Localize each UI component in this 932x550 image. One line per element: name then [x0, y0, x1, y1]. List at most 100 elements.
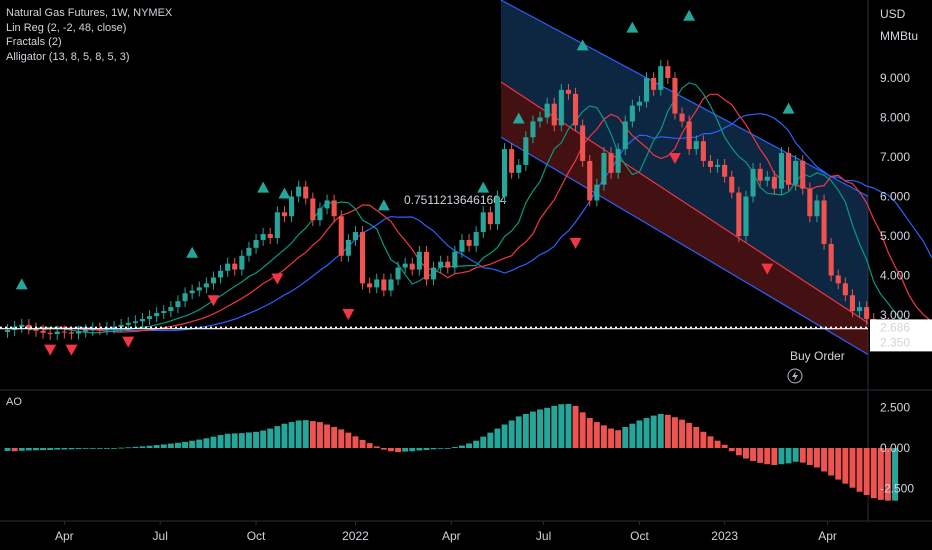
candle-body — [452, 251, 458, 268]
ao-bar — [175, 442, 181, 448]
time-tick-label: Jul — [536, 529, 551, 543]
fractal-down-marker — [65, 344, 78, 356]
ao-bar — [295, 420, 302, 448]
order-price-tag — [870, 334, 932, 351]
candle-body — [161, 311, 167, 314]
candle-body — [544, 103, 550, 118]
ao-bar — [565, 403, 572, 448]
ao-bar — [132, 446, 139, 448]
ao-bar — [785, 448, 792, 464]
buy-order-label: Buy Order — [790, 349, 845, 363]
fractal-down-marker — [44, 344, 57, 356]
fractal-up-marker — [683, 9, 696, 21]
candle-body — [402, 263, 408, 268]
candle-body — [196, 287, 202, 291]
ao-bar — [622, 426, 629, 448]
ao-bar — [771, 448, 778, 466]
ao-bar — [40, 448, 46, 451]
lightning-icon — [792, 371, 798, 381]
ao-bar — [309, 421, 316, 448]
ao-bar — [373, 446, 380, 448]
candle-body — [722, 164, 728, 177]
candle-body — [445, 261, 451, 268]
ao-bar — [750, 448, 756, 461]
candle-body — [352, 232, 359, 240]
candle-body — [61, 331, 67, 333]
linreg-upper-band — [501, 0, 868, 323]
fractal-up-marker — [186, 246, 199, 258]
price-tick-label: 9.000 — [880, 71, 910, 85]
fractal-up-marker — [278, 187, 291, 199]
candle-body — [778, 153, 785, 189]
candle-body — [118, 324, 124, 327]
candle-body — [423, 251, 430, 280]
ao-bar — [650, 415, 657, 448]
candle-body — [700, 141, 706, 161]
ao-bar — [799, 448, 806, 463]
linreg-lower-line — [500, 136, 869, 356]
candle-body — [303, 186, 309, 199]
candle-body — [800, 160, 806, 189]
linreg-lower-band — [501, 81, 868, 355]
candle-body — [154, 313, 160, 317]
candle-body — [381, 279, 387, 291]
ao-bar — [870, 448, 877, 499]
ao-bar — [835, 448, 842, 480]
price-tick-label: 7.000 — [880, 150, 910, 164]
candle-body — [189, 290, 195, 294]
candle-body — [764, 176, 770, 181]
fractal-down-marker — [342, 309, 355, 321]
ao-bar — [551, 405, 558, 448]
candle-body — [111, 326, 117, 328]
candle-body — [679, 113, 685, 122]
candle-body — [785, 153, 792, 185]
ao-bar — [764, 448, 771, 465]
candle-body — [374, 279, 380, 288]
candle-body — [203, 283, 209, 288]
fractal-up-marker — [477, 181, 490, 193]
ao-bar — [487, 432, 494, 448]
ao-bar — [892, 448, 898, 501]
ao-tick-label: 0.000 — [880, 441, 910, 455]
ao-bar — [139, 446, 146, 448]
ao-bar — [423, 448, 430, 450]
ao-bar — [54, 448, 61, 450]
candle-body — [793, 160, 799, 185]
ao-bar — [721, 444, 728, 448]
ao-bar — [437, 448, 444, 449]
time-tick-label: 2023 — [711, 529, 738, 543]
candle-body — [842, 283, 848, 296]
ao-bar — [451, 447, 458, 448]
candle-body — [225, 263, 231, 271]
candle-body — [168, 307, 174, 312]
candle-body — [267, 234, 273, 238]
candle-body — [665, 66, 671, 78]
candle-body — [26, 324, 32, 329]
candle-body — [345, 239, 351, 256]
ao-bar — [210, 436, 217, 448]
flash-icon — [787, 368, 803, 384]
time-tick-label: Oct — [630, 529, 649, 543]
alligator-lips-line — [28, 82, 917, 334]
candle-body — [296, 186, 302, 197]
candle-body — [743, 196, 749, 236]
candle-body — [750, 168, 756, 197]
candle-body — [239, 255, 245, 270]
candle-body — [430, 267, 437, 280]
ao-bar — [409, 448, 416, 452]
candle-body — [47, 332, 53, 334]
candle-body — [4, 330, 11, 332]
candle-body — [19, 324, 25, 327]
candle-body — [388, 279, 394, 291]
ao-bar — [189, 440, 196, 448]
candle-body — [651, 78, 657, 90]
ao-bar — [657, 413, 664, 448]
ao-bar — [231, 433, 238, 448]
ao-bar — [508, 420, 515, 448]
candle-body — [551, 103, 557, 126]
ao-bar — [125, 447, 132, 449]
ao-bar — [96, 448, 103, 449]
fractal-up-marker — [576, 39, 589, 51]
ao-bar — [82, 448, 89, 449]
candle-body — [523, 137, 529, 165]
